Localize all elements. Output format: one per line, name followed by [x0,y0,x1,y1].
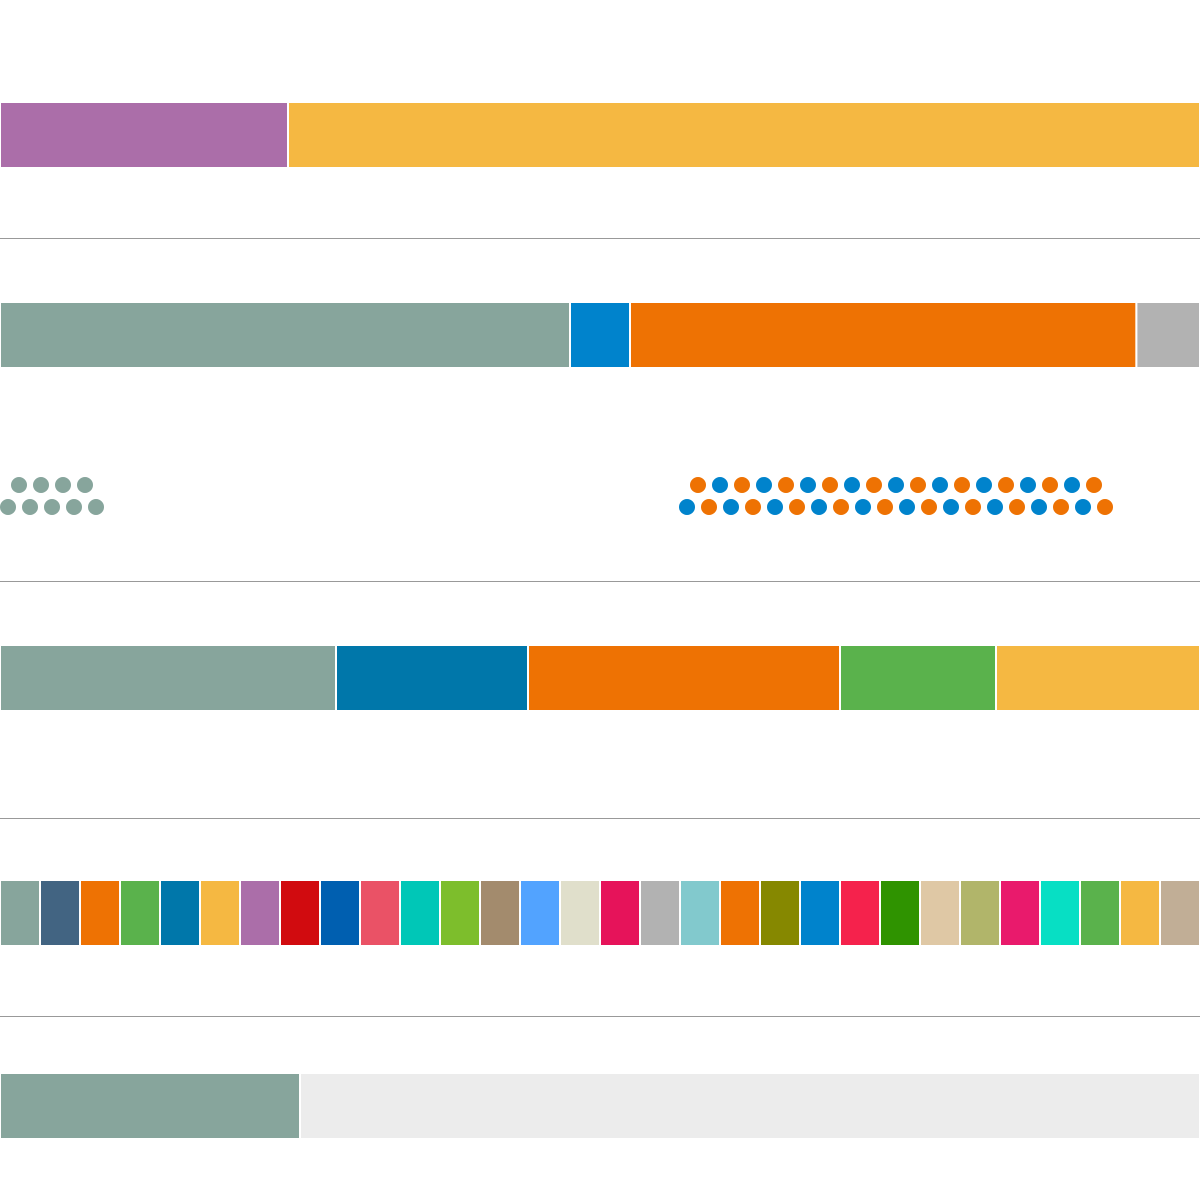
dot-group-2-row-2-dot-1 [679,499,695,515]
bar-4-segment-15 [559,879,601,947]
dot-group-2-row-2-dot-13 [943,499,959,515]
bar-4-segment-13 [479,879,521,947]
bar-4-segment-10 [359,879,401,947]
dot-group-1-row-1-dot-2 [33,477,49,493]
dot-group-2-row-1-dot-15 [998,477,1014,493]
bar-4-segment-14 [519,879,561,947]
bar-4-segment-2 [39,879,81,947]
dot-group-2-row-2-dot-12 [921,499,937,515]
dot-group-2-row-2-dot-14 [965,499,981,515]
dot-group-2-row-1-dot-6 [800,477,816,493]
bar-3-segment-1 [0,644,337,712]
bar-2-segment-1 [0,301,571,369]
dot-group-2-row-2-dot-10 [877,499,893,515]
dot-group-1-row-1-dot-3 [55,477,71,493]
bar-4-segment-24 [919,879,961,947]
dot-group-2-row-2-dot-2 [701,499,717,515]
dot-group-2-row-2-dot-19 [1075,499,1091,515]
bar-4-segment-23 [879,879,921,947]
bar-4-segment-1 [0,879,41,947]
bar-4-segment-20 [759,879,801,947]
dot-group-2-row-2-dot-7 [811,499,827,515]
dot-group-2-row-2-dot-8 [833,499,849,515]
dot-group-2-row-1-dot-13 [954,477,970,493]
bar-5-segment-1 [0,1072,301,1140]
dot-group-2-row-2-dot-3 [723,499,739,515]
dot-group-2-row-1-dot-4 [756,477,772,493]
bar-3-segment-3 [527,644,841,712]
bar-4-segment-19 [719,879,761,947]
dot-group-2-row-1-dot-14 [976,477,992,493]
dot-group-2-row-1-dot-17 [1042,477,1058,493]
bar-4-segment-26 [999,879,1041,947]
bar-4-segment-4 [119,879,161,947]
bar-4-segment-18 [679,879,721,947]
dot-group-2-row-2-dot-9 [855,499,871,515]
bar-4-segment-12 [439,879,481,947]
bar-1-segment-1 [0,101,289,169]
bar-4-segment-17 [639,879,681,947]
dot-group-1-row-2-dot-5 [88,499,104,515]
bar-4-segment-6 [199,879,241,947]
dot-group-2-row-2-dot-6 [789,499,805,515]
dot-group-2-row-1-dot-7 [822,477,838,493]
dot-group-2-row-1-dot-11 [910,477,926,493]
bar-4-segment-7 [239,879,281,947]
dot-group-2-row-1-dot-1 [690,477,706,493]
dot-group-2-row-1-dot-3 [734,477,750,493]
bar-4-segment-8 [279,879,321,947]
dot-group-2-row-2-dot-17 [1031,499,1047,515]
bar-2-segment-3 [629,301,1138,369]
bar-2-segment-2 [569,301,631,369]
bar-3-segment-4 [839,644,997,712]
dot-group-2-row-2-dot-5 [767,499,783,515]
bar-4-segment-30 [1159,879,1200,947]
dot-group-2-row-1-dot-8 [844,477,860,493]
dot-group-2-row-2-dot-16 [1009,499,1025,515]
dot-group-1-row-1-dot-1 [11,477,27,493]
bar-4-segment-16 [599,879,641,947]
bar-4-segment-11 [399,879,441,947]
bar-5-segment-2 [299,1072,1200,1140]
bar-4-segment-9 [319,879,361,947]
bar-1-segment-2 [287,101,1200,169]
bar-3-segment-2 [335,644,529,712]
dot-group-2-row-1-dot-2 [712,477,728,493]
bar-4-segment-22 [839,879,881,947]
dot-group-1-row-2-dot-4 [66,499,82,515]
dot-group-2-row-1-dot-16 [1020,477,1036,493]
dot-group-2-row-2-dot-4 [745,499,761,515]
bar-4-segment-21 [799,879,841,947]
bar-4-segment-25 [959,879,1001,947]
dot-group-2-row-1-dot-12 [932,477,948,493]
bar-3-segment-5 [995,644,1200,712]
dot-group-2-row-1-dot-18 [1064,477,1080,493]
bar-4-segment-5 [159,879,201,947]
dot-group-2-row-1-dot-19 [1086,477,1102,493]
bar-4-segment-27 [1039,879,1081,947]
dot-group-2-row-1-dot-10 [888,477,904,493]
dot-group-2-row-2-dot-15 [987,499,1003,515]
bar-4-segment-29 [1119,879,1161,947]
bar-2-segment-4 [1135,301,1200,369]
dot-group-1-row-2-dot-1 [0,499,16,515]
dot-group-2-row-1-dot-9 [866,477,882,493]
dot-group-2-row-2-dot-18 [1053,499,1069,515]
dot-group-2-row-2-dot-20 [1097,499,1113,515]
dot-group-2-row-2-dot-11 [899,499,915,515]
dot-group-1-row-1-dot-4 [77,477,93,493]
bar-4-segment-28 [1079,879,1121,947]
dot-group-1-row-2-dot-2 [22,499,38,515]
dot-group-2-row-1-dot-5 [778,477,794,493]
bar-4-segment-3 [79,879,121,947]
dot-group-1-row-2-dot-3 [44,499,60,515]
